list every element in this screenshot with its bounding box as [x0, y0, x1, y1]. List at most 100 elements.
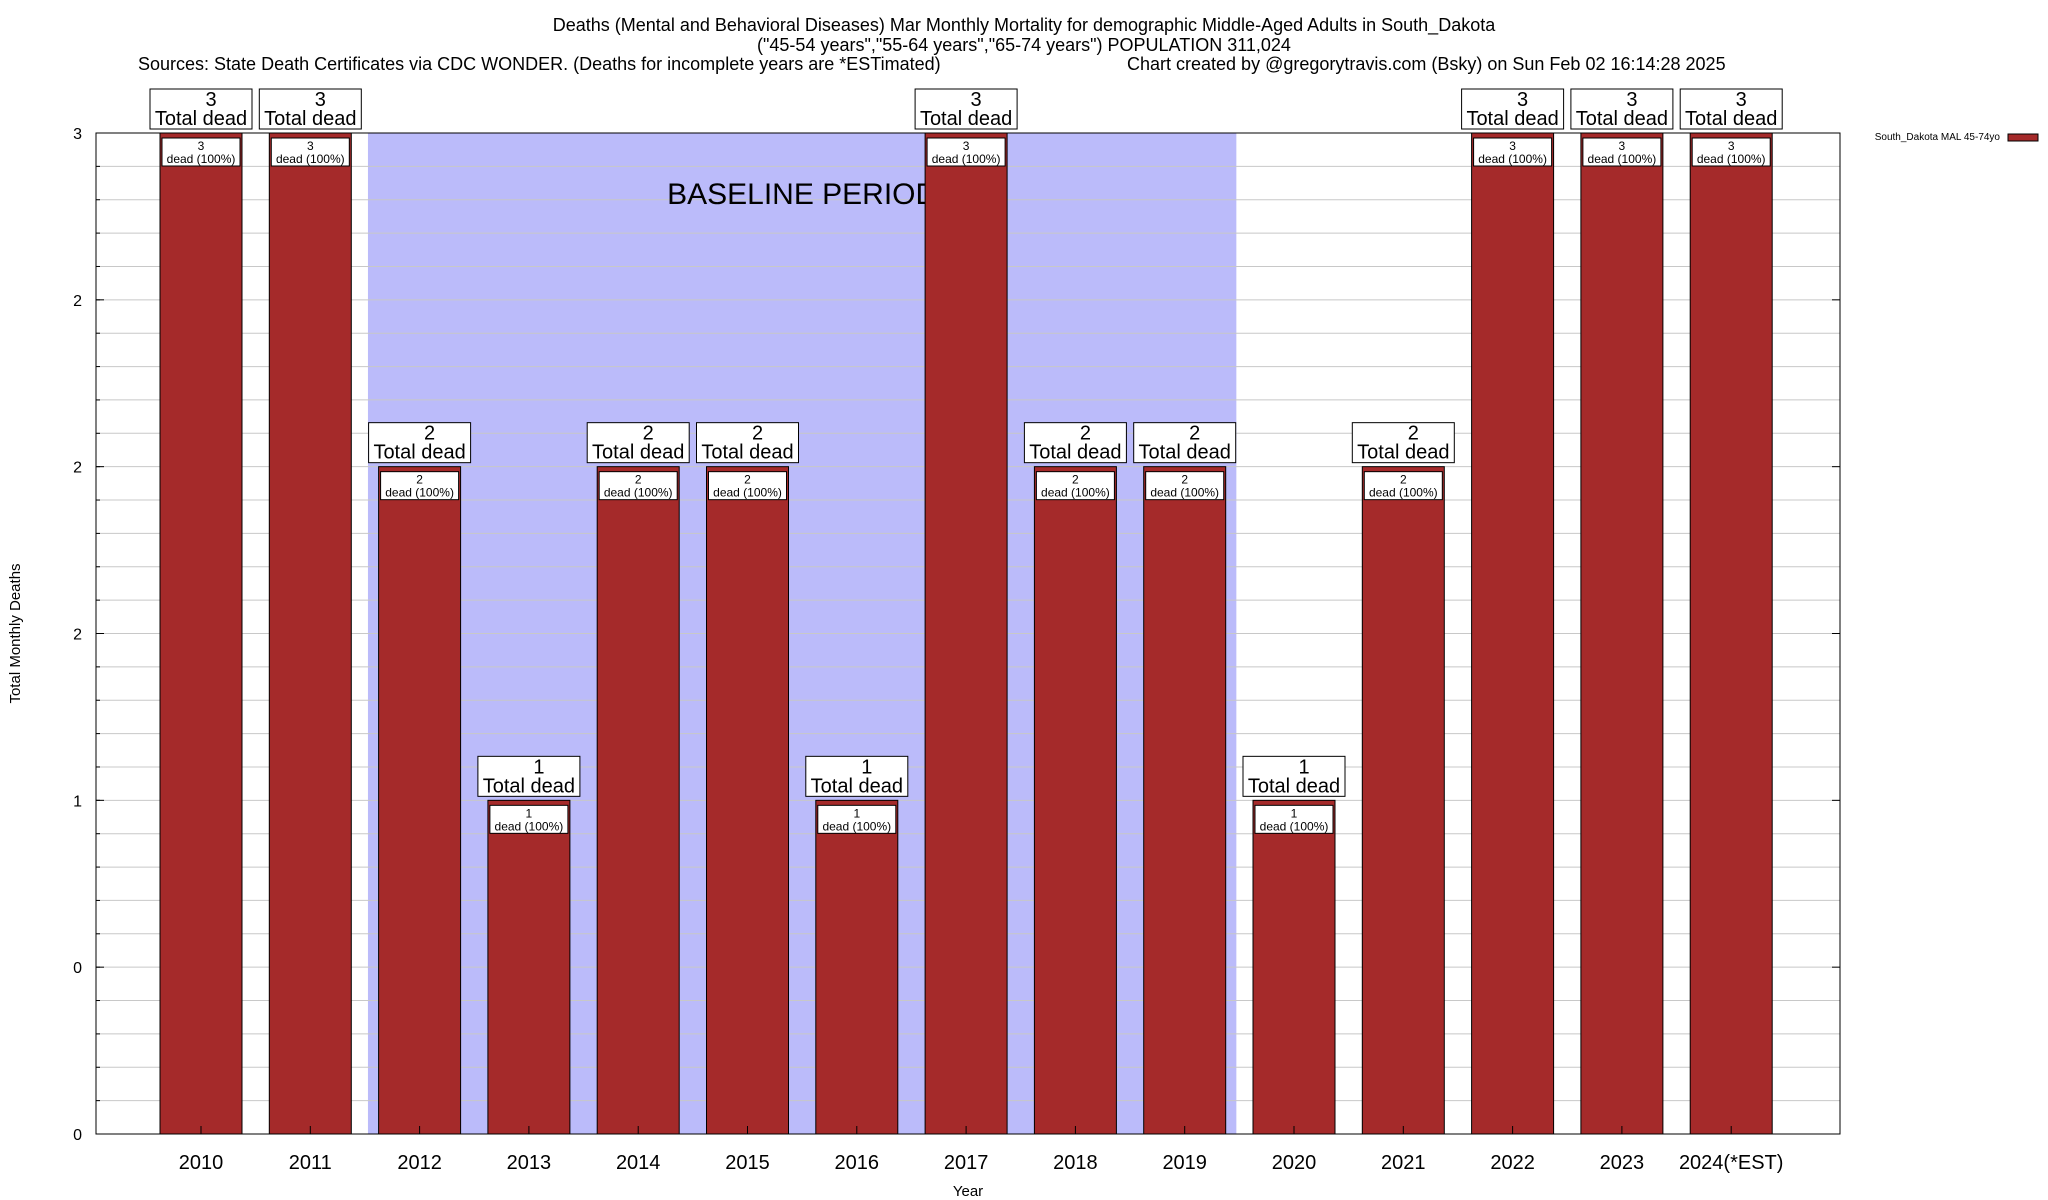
y-tick-label: 2: [73, 293, 82, 310]
bar-inner-label-box: [817, 804, 897, 834]
bar-total-label-box: [477, 755, 581, 797]
legend-swatch: [2007, 133, 2039, 142]
bar-inner-label-text: dead (100%): [822, 819, 891, 833]
bar-inner-label-text: dead (100%): [167, 152, 236, 166]
bar-inner-label-box: [598, 471, 678, 501]
x-tick-label: 2023: [1600, 1152, 1645, 1174]
bar-total-label-text: Total dead: [483, 775, 575, 797]
bar: [596, 466, 680, 1135]
bar-total-label-box: [914, 88, 1018, 130]
y-tick-label: 2: [73, 460, 82, 477]
bar: [268, 132, 352, 1135]
bar-total-label-box: [1242, 755, 1346, 797]
bar-inner-label-box: [708, 471, 787, 501]
bar-inner-label-value: 2: [744, 473, 751, 487]
x-tick-label: 2012: [397, 1152, 442, 1174]
bar-total-label-text: Total dead: [811, 775, 903, 797]
x-tick-label: 2011: [289, 1152, 332, 1174]
bar-inner-label-box: [1035, 471, 1115, 501]
bar-total-label-box: [1679, 88, 1783, 130]
x-tick-label: 2018: [1053, 1152, 1098, 1174]
bar-total-label-text: Total dead: [1139, 442, 1231, 464]
bar-total-label-value: 1: [533, 756, 544, 778]
bar-inner-label-value: 3: [1509, 139, 1516, 153]
bar-inner-label-box: [161, 137, 241, 167]
bar: [1361, 466, 1445, 1135]
bar: [1471, 132, 1555, 1135]
x-tick-label: 2016: [835, 1152, 880, 1174]
bar: [1689, 132, 1773, 1135]
chart-subtitle: ("45-54 years","55-64 years","65-74 year…: [757, 35, 1291, 55]
bar-total-label-value: 3: [315, 89, 326, 111]
bar-total-label-text: Total dead: [592, 442, 684, 464]
bar-inner-label-text: dead (100%): [385, 486, 454, 500]
bar-inner-label-value: 3: [198, 139, 205, 153]
bar-total-label-text: Total dead: [1248, 775, 1340, 797]
x-tick-label: 2020: [1272, 1152, 1317, 1174]
bar-inner-label-text: dead (100%): [713, 486, 782, 500]
bar-total-label-value: 2: [1189, 423, 1200, 445]
bar-total-label-box: [1570, 88, 1674, 130]
plot-border: [95, 132, 1841, 1135]
y-axis-label: Total Monthly Deaths: [7, 563, 24, 703]
x-tick-label: 2021: [1381, 1152, 1426, 1174]
bar: [159, 132, 243, 1135]
bar-inner-label-text: dead (100%): [932, 152, 1001, 166]
bar-total-label-box: [586, 422, 690, 464]
bar-inner-label-text: dead (100%): [1478, 152, 1547, 166]
x-tick-label: 2014: [616, 1152, 661, 1174]
bar-inner-label-value: 3: [307, 139, 314, 153]
x-tick-label: 2019: [1162, 1152, 1207, 1174]
bar-inner-label-box: [1254, 804, 1334, 834]
bar-inner-label-value: 2: [416, 473, 423, 487]
bar-total-label-box: [1351, 422, 1455, 464]
bar-inner-label-value: 3: [1728, 139, 1735, 153]
bar-inner-label-box: [380, 471, 460, 501]
x-tick-label: 2022: [1490, 1152, 1535, 1174]
y-tick-label: 3: [73, 126, 82, 143]
chart-sources: Sources: State Death Certificates via CD…: [138, 54, 941, 74]
bar-inner-label-value: 1: [526, 806, 533, 820]
x-tick-label: 2024(*EST): [1679, 1152, 1784, 1174]
bar-total-label-value: 3: [1517, 89, 1528, 111]
bar: [1252, 799, 1336, 1135]
bar-total-label-value: 1: [861, 756, 872, 778]
bar-total-label-value: 2: [752, 423, 763, 445]
bar-total-label-text: Total dead: [1576, 108, 1668, 130]
bar-total-label-box: [149, 88, 253, 130]
bar: [815, 799, 899, 1135]
bar: [1143, 466, 1227, 1135]
bar: [1033, 466, 1117, 1135]
bar-total-label-box: [696, 422, 799, 464]
bar-inner-label-box: [1691, 137, 1771, 167]
bar-inner-label-value: 3: [1619, 139, 1626, 153]
bar-total-label-box: [1461, 88, 1565, 130]
bar-inner-label-box: [1582, 137, 1662, 167]
chart-credit: Chart created by @gregorytravis.com (Bsk…: [1127, 54, 1726, 74]
baseline-period-label: BASELINE PERIOD: [667, 178, 937, 211]
bar-total-label-value: 3: [1736, 89, 1747, 111]
bar-total-label-box: [368, 422, 472, 464]
bar-total-label-box: [258, 88, 362, 130]
y-tick-label: 0: [73, 1127, 82, 1144]
bar-inner-label-value: 1: [853, 806, 860, 820]
bar-inner-label-value: 2: [1400, 473, 1407, 487]
bar-total-label-text: Total dead: [1685, 108, 1777, 130]
bar-inner-label-text: dead (100%): [1697, 152, 1766, 166]
bar-total-label-text: Total dead: [920, 108, 1012, 130]
x-tick-label: 2010: [179, 1152, 224, 1174]
x-axis-label: Year: [953, 1183, 983, 1200]
chart-title: Deaths (Mental and Behavioral Diseases) …: [552, 15, 1496, 35]
bar-inner-label-box: [270, 137, 350, 167]
bar-total-label-value: 3: [1626, 89, 1637, 111]
x-tick-label: 2017: [944, 1152, 989, 1174]
bar-total-label-box: [805, 755, 909, 797]
bar-inner-label-text: dead (100%): [1369, 486, 1438, 500]
bar-inner-label-box: [1363, 471, 1443, 501]
bar-inner-label-text: dead (100%): [604, 486, 673, 500]
bar-total-label-text: Total dead: [264, 108, 356, 130]
bar-total-label-text: Total dead: [1029, 442, 1121, 464]
bar-inner-label-box: [1145, 471, 1225, 501]
bar-total-label-text: Total dead: [1466, 108, 1558, 130]
